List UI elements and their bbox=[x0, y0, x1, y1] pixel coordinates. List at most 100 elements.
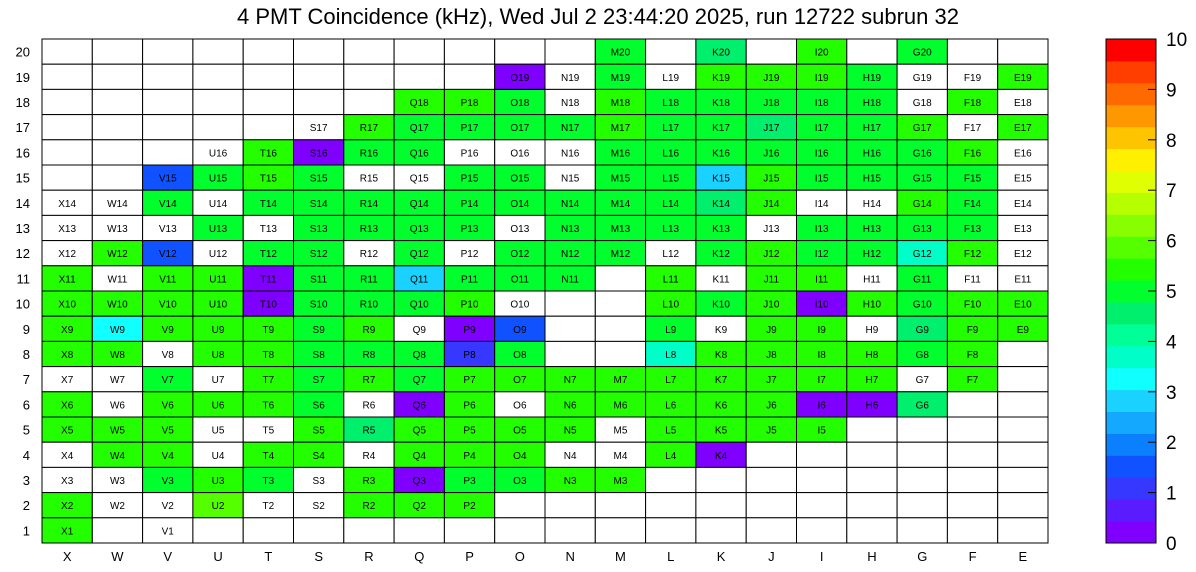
heatmap-cell bbox=[343, 315, 395, 342]
cell-label: O4 bbox=[513, 451, 527, 462]
heatmap-cell bbox=[997, 366, 1049, 393]
heatmap-cell bbox=[645, 492, 697, 519]
cell-label: M16 bbox=[611, 148, 631, 159]
y-tick-label: 20 bbox=[16, 45, 30, 60]
cell-label: R9 bbox=[363, 325, 376, 336]
heatmap-cell bbox=[443, 240, 496, 267]
cell-label: O14 bbox=[510, 199, 529, 210]
cell-label: U3 bbox=[212, 476, 225, 487]
cell-label: N15 bbox=[561, 174, 580, 185]
heatmap-cell bbox=[142, 114, 194, 141]
cell-label: X11 bbox=[59, 274, 76, 285]
cell-label: J15 bbox=[763, 174, 780, 185]
cell-label: H16 bbox=[863, 148, 882, 159]
colorbar-tick-label: 5 bbox=[1166, 282, 1177, 303]
heatmap-cell bbox=[494, 290, 546, 317]
heatmap-cell bbox=[796, 315, 848, 342]
cell-label: X6 bbox=[61, 400, 74, 411]
heatmap-cell bbox=[242, 88, 294, 116]
cell-label: U10 bbox=[209, 300, 228, 311]
cell-label: T2 bbox=[263, 501, 275, 512]
cell-label: R7 bbox=[363, 375, 376, 386]
heatmap-cell bbox=[594, 366, 647, 393]
cell-label: L13 bbox=[662, 224, 679, 235]
cell-label: I11 bbox=[815, 274, 829, 285]
heatmap-cell bbox=[91, 88, 144, 116]
colorbar-tick-label: 2 bbox=[1166, 433, 1177, 454]
cell-label: J16 bbox=[763, 148, 780, 159]
cell-label: L4 bbox=[665, 451, 677, 462]
heatmap-cell bbox=[443, 391, 496, 418]
heatmap-cell bbox=[242, 492, 294, 519]
cell-label: S2 bbox=[313, 501, 326, 512]
heatmap-cell bbox=[393, 265, 445, 292]
cell-label: F19 bbox=[964, 73, 982, 84]
heatmap-cell bbox=[946, 391, 999, 418]
cell-label: U2 bbox=[212, 501, 225, 512]
cell-label: E9 bbox=[1017, 325, 1030, 336]
heatmap-cell bbox=[41, 38, 93, 65]
cell-label: V15 bbox=[159, 174, 177, 185]
cell-label: I14 bbox=[815, 199, 829, 210]
cell-label: P2 bbox=[463, 501, 476, 512]
heatmap-cell bbox=[393, 466, 445, 494]
heatmap-cell bbox=[142, 139, 194, 166]
heatmap-cell bbox=[544, 214, 596, 242]
cell-label: G18 bbox=[913, 98, 932, 109]
y-tick-label: 3 bbox=[23, 473, 30, 488]
heatmap-cell bbox=[192, 517, 244, 544]
y-tick-label: 15 bbox=[16, 171, 30, 186]
cell-label: X10 bbox=[58, 300, 76, 311]
cell-label: O9 bbox=[513, 325, 527, 336]
cell-label: U13 bbox=[209, 224, 228, 235]
cell-label: T7 bbox=[263, 375, 275, 386]
heatmap-cell bbox=[544, 391, 596, 418]
cell-label: F15 bbox=[964, 174, 982, 185]
cell-label: J11 bbox=[764, 274, 780, 285]
heatmap-cell bbox=[946, 441, 999, 468]
cell-label: P11 bbox=[461, 274, 478, 285]
heatmap-cell bbox=[293, 38, 345, 65]
cell-label: G15 bbox=[913, 174, 932, 185]
heatmap-cell bbox=[142, 416, 194, 443]
cell-label: E19 bbox=[1014, 73, 1032, 84]
cell-label: M3 bbox=[613, 476, 627, 487]
cell-label: O16 bbox=[510, 148, 529, 159]
cell-label: R17 bbox=[360, 123, 379, 134]
x-tick-label: K bbox=[717, 549, 726, 564]
cell-label: N14 bbox=[561, 199, 580, 210]
colorbar-tick-label: 8 bbox=[1166, 131, 1177, 152]
heatmap-cell bbox=[494, 416, 546, 443]
cell-label: M4 bbox=[613, 451, 627, 462]
cell-label: H6 bbox=[866, 400, 879, 411]
colorbar-tick-label: 1 bbox=[1166, 484, 1177, 505]
cell-label: L11 bbox=[663, 274, 679, 285]
heatmap-cell bbox=[796, 517, 848, 544]
heatmap-cell bbox=[41, 189, 93, 216]
cell-label: V8 bbox=[162, 350, 175, 361]
cell-label: X13 bbox=[58, 224, 76, 235]
heatmap-cell bbox=[192, 416, 244, 443]
cell-label: J17 bbox=[763, 123, 780, 134]
cell-label: K17 bbox=[712, 123, 730, 134]
cell-label: K4 bbox=[715, 451, 728, 462]
cell-label: O12 bbox=[510, 249, 529, 260]
cell-label: H13 bbox=[863, 224, 882, 235]
cell-label: T5 bbox=[263, 426, 275, 437]
heatmap-cell bbox=[293, 391, 345, 418]
heatmap-cell bbox=[192, 265, 244, 292]
cell-label: X4 bbox=[61, 451, 74, 462]
heatmap-cell bbox=[91, 189, 144, 216]
heatmap-cell bbox=[997, 164, 1049, 191]
chart-title: 4 PMT Coincidence (kHz), Wed Jul 2 23:44… bbox=[237, 4, 959, 29]
heatmap-cell bbox=[142, 340, 194, 368]
cell-label: O13 bbox=[510, 224, 529, 235]
heatmap-cell bbox=[896, 114, 948, 141]
cell-label: E10 bbox=[1014, 300, 1032, 311]
cell-label: M7 bbox=[613, 375, 627, 386]
heatmap-cell bbox=[393, 315, 445, 342]
heatmap-cell bbox=[494, 139, 546, 166]
cell-label: P17 bbox=[461, 123, 479, 134]
cell-label: P3 bbox=[463, 476, 476, 487]
cell-label: W11 bbox=[108, 274, 128, 285]
